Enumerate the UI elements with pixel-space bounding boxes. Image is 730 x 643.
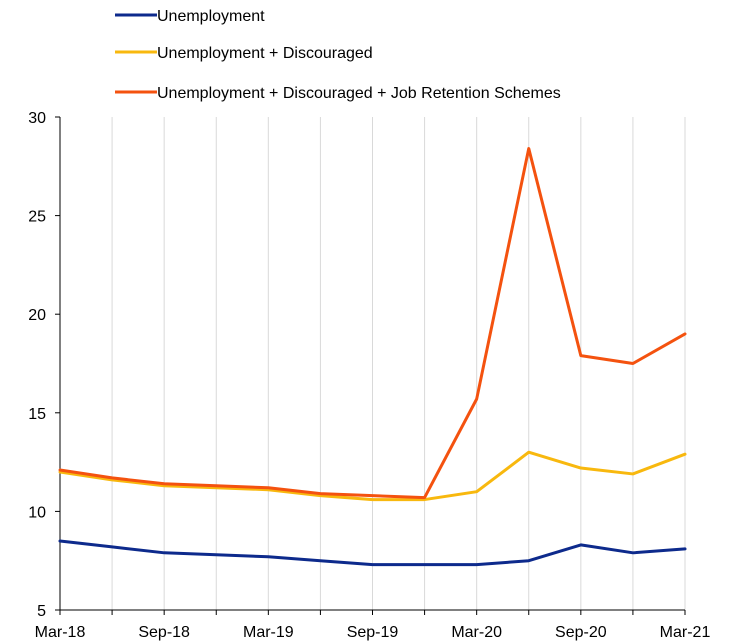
- x-tick-label: Sep-19: [347, 624, 399, 641]
- y-tick-label: 30: [28, 110, 46, 127]
- y-tick-label: 20: [28, 307, 46, 324]
- axes: [55, 116, 686, 615]
- legend-label-2: Unemployment + Discouraged: [157, 45, 373, 62]
- x-axis-tick-labels: Mar-18 Sep-18 Mar-19 Sep-19 Mar-20 Sep-20 Mar-…: [35, 624, 711, 641]
- y-tick-label: 25: [28, 209, 46, 226]
- x-tick-label: Mar-19: [243, 624, 294, 641]
- legend: Unemployment Unemployment + Discouraged Un…: [115, 8, 561, 102]
- x-tick-label: Sep-18: [138, 624, 190, 641]
- y-axis-tick-labels: 5 10 15 20 25 30: [28, 110, 46, 620]
- y-tick-label: 10: [28, 504, 46, 521]
- y-tick-label: 5: [37, 603, 46, 620]
- legend-label-1: Unemployment: [157, 8, 265, 25]
- legend-label-3: Unemployment + Discouraged + Job Retenti…: [157, 85, 561, 102]
- grid-lines: [111, 117, 686, 610]
- x-tick-label: Mar-18: [35, 624, 86, 641]
- series-line-2: [58, 450, 687, 502]
- series-line-3: [58, 147, 687, 500]
- series-line-1: [58, 539, 687, 567]
- y-tick-label: 15: [28, 406, 46, 423]
- x-tick-label: Sep-20: [555, 624, 607, 641]
- x-tick-label: Mar-20: [451, 624, 502, 641]
- series-lines: [58, 147, 687, 567]
- x-tick-label: Mar-21: [660, 624, 711, 641]
